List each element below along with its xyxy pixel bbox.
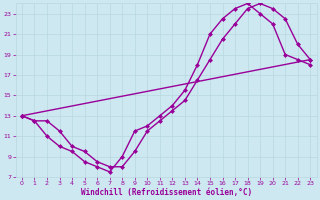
X-axis label: Windchill (Refroidissement éolien,°C): Windchill (Refroidissement éolien,°C) (81, 188, 252, 197)
